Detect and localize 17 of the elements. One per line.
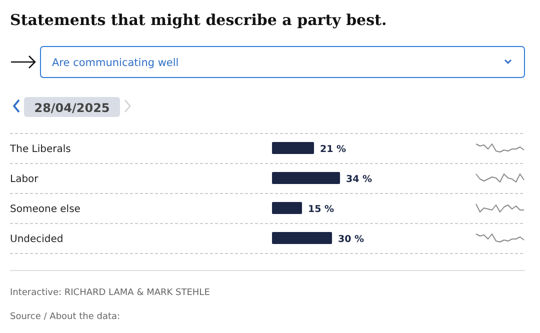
y-tick-label: The Liberals [9,144,71,155]
bar [272,202,302,214]
data-label: 30 % [338,234,365,245]
bar [272,172,340,184]
text: Are communicating well [52,57,179,69]
data-label: 34 % [346,174,373,185]
chart-title: Statements that might describe a party best. [10,11,387,29]
source-note: Source / About the data: [10,312,120,322]
y-tick-label: Labor [10,174,40,185]
text: 28/04/2025 [34,101,110,115]
bar [272,142,314,154]
y-tick-label: Undecided [10,234,64,245]
text: Interactive: RICHARD LAMA & MARK STEHLE [10,288,210,298]
data-label: 21 % [320,144,347,155]
y-tick-label: Someone else [10,204,80,215]
bar [272,232,332,244]
data-label: 15 % [308,204,335,215]
